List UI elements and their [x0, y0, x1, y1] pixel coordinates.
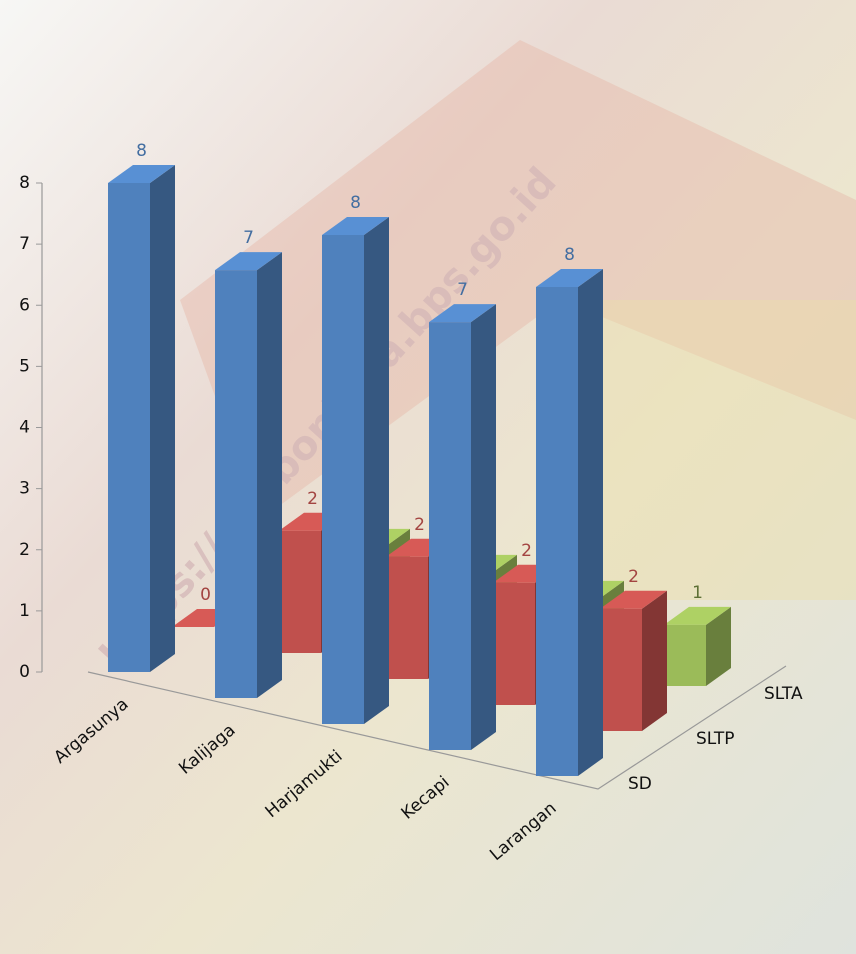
value-label: 2: [628, 567, 639, 587]
y-tick-label: 6: [19, 295, 30, 315]
bar: [322, 235, 364, 724]
y-tick-label: 2: [19, 540, 30, 560]
y-tick-label: 5: [19, 356, 30, 376]
value-label: 8: [350, 193, 361, 213]
y-tick-label: 3: [19, 479, 30, 499]
value-label: 8: [136, 141, 147, 161]
bar-side: [150, 165, 175, 672]
value-label: 7: [457, 280, 468, 300]
bar-side: [364, 217, 389, 724]
bar-side: [257, 252, 282, 698]
bar-side: [578, 269, 603, 776]
value-label: 8: [564, 245, 575, 265]
bar: [600, 609, 642, 731]
y-tick-label: 0: [19, 662, 30, 682]
legend-label: SLTP: [696, 729, 735, 749]
legend-label: SLTA: [764, 684, 803, 704]
bar-side: [642, 591, 667, 731]
value-label: 2: [521, 541, 532, 561]
bar: [386, 557, 428, 679]
bar: [279, 531, 321, 653]
y-tick-label: 8: [19, 173, 30, 193]
y-tick-label: 4: [19, 418, 30, 438]
y-tick-label: 7: [19, 234, 30, 254]
y-tick-label: 1: [19, 601, 30, 621]
bar: [493, 583, 535, 705]
bar: [536, 287, 578, 776]
value-label: 7: [243, 228, 254, 248]
chart: https://cirebonkota.bps.go.id 012345678S…: [0, 0, 856, 954]
bar: [664, 625, 706, 686]
legend-label: SD: [628, 774, 652, 794]
bar-side: [471, 304, 496, 750]
bar: [108, 183, 150, 672]
value-label: 2: [414, 515, 425, 535]
bar: [215, 270, 257, 698]
value-label: 1: [692, 583, 703, 603]
bar: [429, 322, 471, 750]
background-wall: [600, 300, 856, 600]
value-label: 0: [200, 585, 211, 605]
value-label: 2: [307, 489, 318, 509]
